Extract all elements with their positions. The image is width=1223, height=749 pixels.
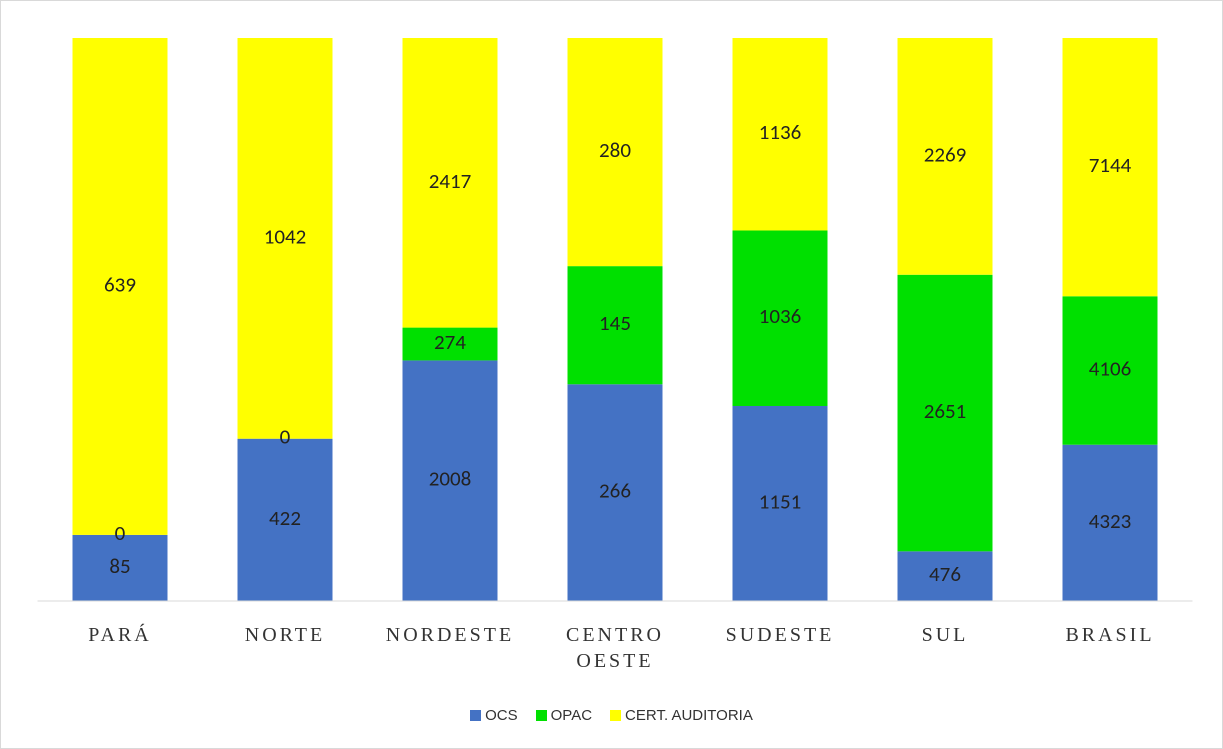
data-label: 1136: [759, 119, 802, 145]
bar-segment: [897, 551, 993, 601]
legend-label: CERT. AUDITORIA: [625, 707, 753, 724]
x-tick-label: SUDESTE: [725, 624, 835, 646]
bar-segment: [1062, 444, 1158, 601]
data-label: 476: [929, 561, 961, 587]
data-label: 145: [599, 310, 631, 336]
data-label: 280: [599, 137, 631, 163]
x-tick-label: PARÁ: [88, 624, 152, 646]
data-label: 7144: [1089, 152, 1132, 178]
x-tick-label: NORDESTE: [385, 624, 515, 646]
data-label: 639: [104, 271, 136, 297]
x-tick-label: NORTE: [244, 624, 326, 646]
bar-segment: [1062, 38, 1158, 297]
data-label: 1036: [759, 303, 802, 329]
data-label: 2269: [924, 141, 967, 167]
bar-segment: [732, 230, 828, 406]
bar-segment: [402, 38, 498, 328]
data-label: 1042: [264, 223, 307, 249]
data-label: 4106: [1089, 356, 1132, 382]
bar-segment: [897, 38, 993, 275]
legend-item: CERT. AUDITORIA: [610, 707, 753, 724]
bar-segment: [1062, 296, 1158, 445]
legend-swatch: [610, 710, 622, 721]
bar-segment: [897, 274, 993, 552]
bar-segment: [567, 266, 663, 385]
bar-segment: [567, 384, 663, 601]
bar-segment: [72, 534, 168, 601]
legend-label: OPAC: [550, 707, 593, 724]
legend: OCS OPAC CERT. AUDITORIA: [1, 707, 1222, 724]
bar-segment: [402, 360, 498, 601]
bar-segment: [732, 38, 828, 231]
legend-swatch: [470, 710, 482, 721]
x-tick-label: BRASIL: [1065, 624, 1155, 646]
legend-swatch: [535, 710, 547, 721]
data-label: 2417: [429, 168, 472, 194]
data-label: 2008: [429, 466, 472, 492]
bar-segment: [237, 438, 333, 601]
data-label: 1151: [759, 489, 802, 515]
bar-segment: [732, 405, 828, 601]
bar-segment: [567, 38, 663, 267]
data-label: 2651: [924, 398, 967, 424]
data-label: 4323: [1089, 508, 1132, 534]
legend-label: OCS: [485, 707, 518, 724]
data-label: 274: [434, 329, 466, 355]
bar-segment: [237, 38, 333, 439]
data-label: 422: [269, 505, 301, 531]
data-label: 0: [280, 424, 291, 450]
x-tick-label: SUL: [921, 624, 969, 646]
data-label: 85: [109, 553, 130, 579]
bar-segment: [402, 327, 498, 361]
bar-segment: [72, 38, 168, 535]
data-label: 0: [115, 520, 126, 546]
x-tick-label: CENTRO OESTE: [566, 624, 664, 672]
data-label: 266: [599, 478, 631, 504]
legend-item: OPAC: [535, 707, 593, 724]
legend-item: OCS: [470, 707, 518, 724]
